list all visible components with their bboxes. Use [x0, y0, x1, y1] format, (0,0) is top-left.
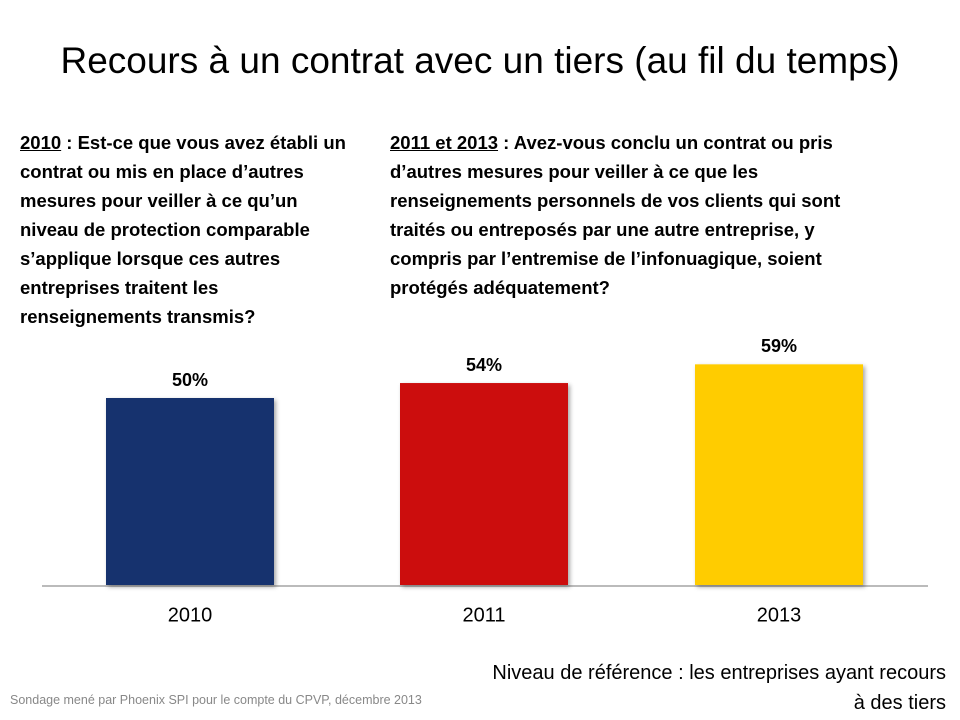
value-label: 59%	[761, 336, 797, 356]
question: 2010 : Est-ce que vous avez établi un co…	[20, 128, 360, 331]
bar	[106, 398, 274, 585]
question-text: : Est-ce que vous avez établi un contrat…	[20, 132, 346, 327]
note: Niveau de référence : les entreprises ay…	[492, 662, 946, 714]
bar	[695, 364, 863, 585]
x-tick-label: 2011	[462, 604, 505, 626]
question-text: : Avez-vous conclu un contrat ou pris d’…	[390, 132, 841, 298]
question: 2011 et 2013 : Avez-vous conclu un contr…	[390, 128, 870, 302]
x-tick-label: 2010	[168, 604, 213, 626]
source: Sondage mené par Phoenix SPI pour le com…	[10, 693, 422, 707]
bar	[400, 383, 568, 585]
title: Recours à un contrat avec un tiers (au f…	[60, 40, 900, 81]
question-label: 2011 et 2013	[390, 132, 499, 153]
question-label: 2010	[20, 132, 62, 153]
x-tick-label: 2013	[757, 604, 802, 626]
value-label: 54%	[466, 355, 502, 375]
value-label: 50%	[172, 370, 208, 390]
